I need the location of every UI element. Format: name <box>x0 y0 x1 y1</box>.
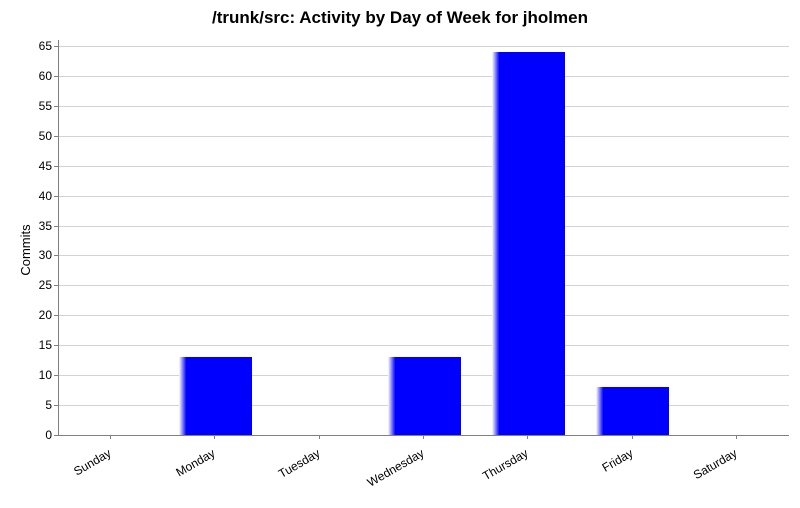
x-tick-label: Monday <box>124 446 218 508</box>
x-tick-mark <box>214 435 215 439</box>
x-tick-mark <box>632 435 633 439</box>
x-tick-mark <box>423 435 424 439</box>
x-tick-label: Sunday <box>20 446 114 508</box>
gridline <box>59 166 789 167</box>
y-tick-mark <box>54 435 58 436</box>
y-tick-label: 20 <box>22 308 52 322</box>
y-tick-label: 10 <box>22 368 52 382</box>
y-tick-label: 5 <box>22 398 52 412</box>
y-tick-label: 45 <box>22 159 52 173</box>
y-tick-mark <box>54 136 58 137</box>
gridline <box>59 345 789 346</box>
x-tick-mark <box>527 435 528 439</box>
plot-area <box>58 40 789 436</box>
activity-chart: /trunk/src: Activity by Day of Week for … <box>0 0 800 500</box>
y-tick-label: 65 <box>22 39 52 53</box>
x-tick-mark <box>736 435 737 439</box>
chart-title: /trunk/src: Activity by Day of Week for … <box>0 8 800 28</box>
x-tick-label: Wednesday <box>333 446 427 508</box>
gridline <box>59 285 789 286</box>
bar <box>388 357 461 435</box>
bar <box>596 387 669 435</box>
x-tick-label: Saturday <box>646 446 740 508</box>
x-tick-label: Tuesday <box>229 446 323 508</box>
y-tick-mark <box>54 405 58 406</box>
gridline <box>59 46 789 47</box>
bar <box>492 52 565 435</box>
x-tick-mark <box>110 435 111 439</box>
y-tick-mark <box>54 106 58 107</box>
y-tick-mark <box>54 76 58 77</box>
y-tick-label: 30 <box>22 248 52 262</box>
gridline <box>59 106 789 107</box>
y-tick-mark <box>54 345 58 346</box>
gridline <box>59 255 789 256</box>
y-tick-mark <box>54 255 58 256</box>
x-tick-mark <box>319 435 320 439</box>
y-tick-label: 35 <box>22 219 52 233</box>
x-tick-label: Thursday <box>437 446 531 508</box>
y-tick-mark <box>54 196 58 197</box>
gridline <box>59 226 789 227</box>
gridline <box>59 196 789 197</box>
y-tick-label: 50 <box>22 129 52 143</box>
x-tick-label: Friday <box>541 446 635 508</box>
y-tick-mark <box>54 46 58 47</box>
y-tick-label: 25 <box>22 278 52 292</box>
y-tick-label: 55 <box>22 99 52 113</box>
y-tick-label: 0 <box>22 428 52 442</box>
bar <box>179 357 252 435</box>
gridline <box>59 315 789 316</box>
y-tick-mark <box>54 375 58 376</box>
y-tick-label: 60 <box>22 69 52 83</box>
y-tick-mark <box>54 315 58 316</box>
y-tick-mark <box>54 166 58 167</box>
y-tick-label: 40 <box>22 189 52 203</box>
gridline <box>59 136 789 137</box>
y-tick-label: 15 <box>22 338 52 352</box>
gridline <box>59 76 789 77</box>
y-tick-mark <box>54 226 58 227</box>
y-tick-mark <box>54 285 58 286</box>
